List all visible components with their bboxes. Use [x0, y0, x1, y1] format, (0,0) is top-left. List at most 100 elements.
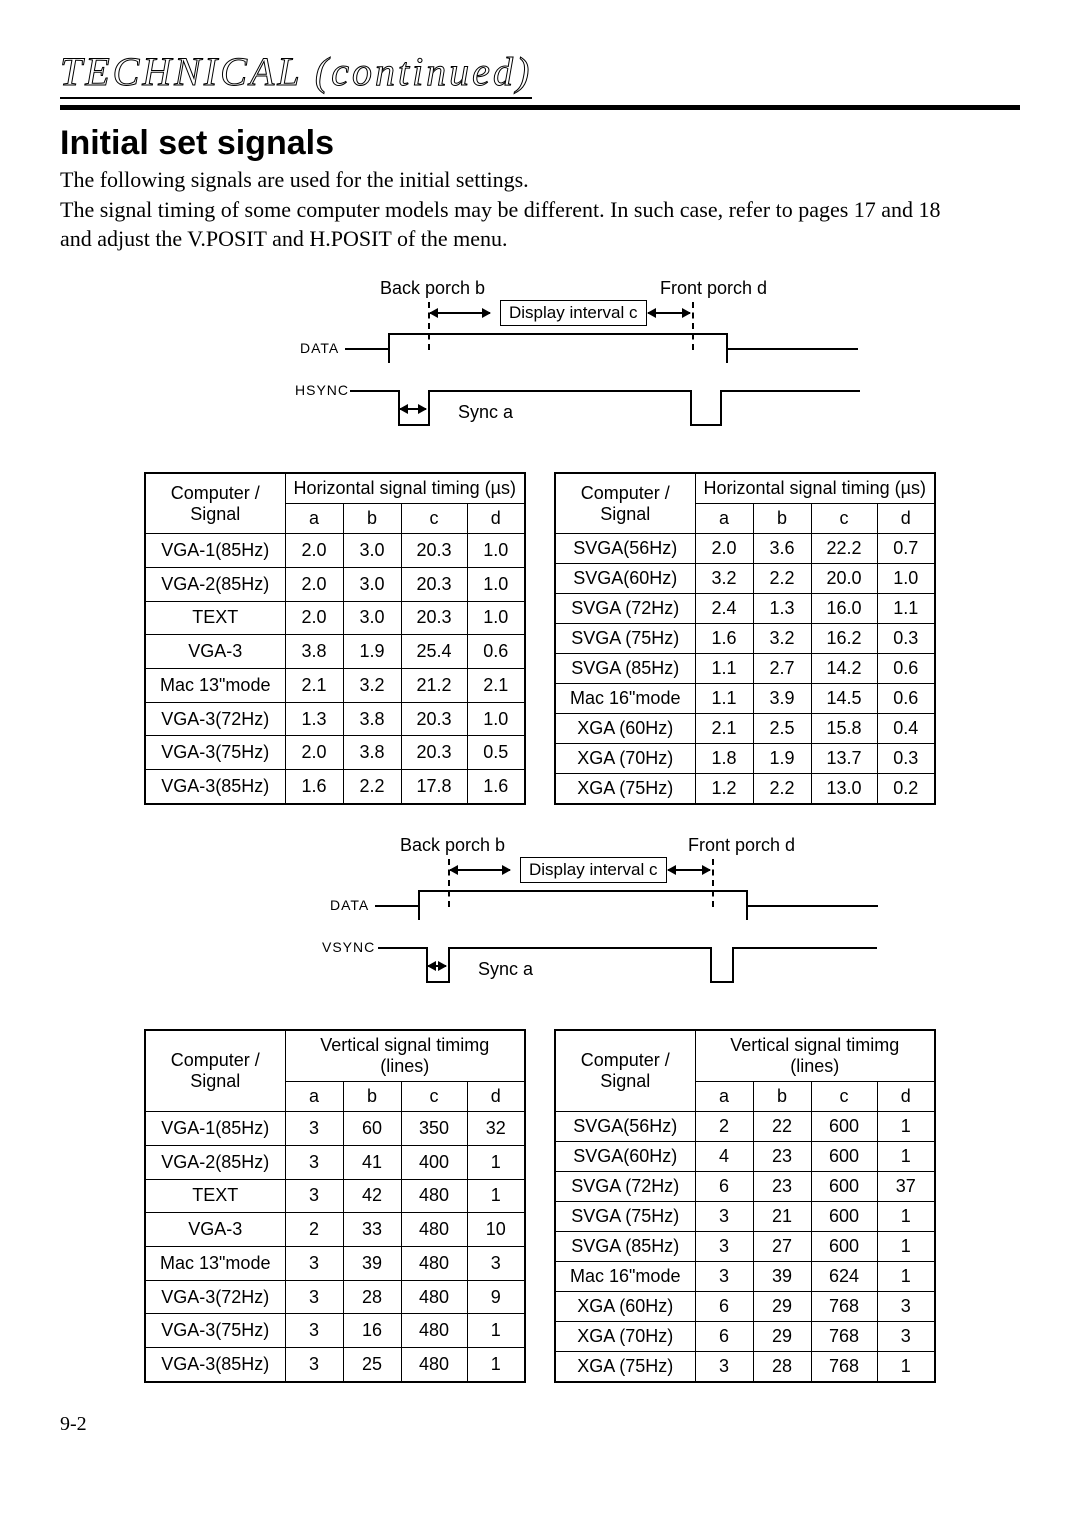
value-cell: 1.9 [753, 744, 811, 774]
signal-name-cell: XGA (75Hz) [555, 774, 695, 805]
vertical-tables: Computer / Signal Vertical signal timimg… [60, 1029, 1020, 1383]
value-cell: 624 [811, 1262, 877, 1292]
value-cell: 37 [877, 1172, 935, 1202]
page-number: 9-2 [60, 1413, 1020, 1436]
value-cell: 3.0 [343, 534, 401, 568]
value-cell: 3 [695, 1232, 753, 1262]
signal-name-cell: Mac 13"mode [145, 1247, 285, 1281]
value-cell: 1 [877, 1112, 935, 1142]
h-timing-right-table: Computer / Signal Horizontal signal timi… [554, 472, 936, 805]
value-cell: 25 [343, 1348, 401, 1382]
value-cell: 600 [811, 1112, 877, 1142]
h-timing-header: Horizontal signal timing (µs) [285, 473, 525, 504]
signal-name-cell: VGA-3 [145, 1213, 285, 1247]
signal-name-cell: VGA-3(75Hz) [145, 1314, 285, 1348]
intro-line: and adjust the V.POSIT and H.POSIT of th… [60, 226, 508, 251]
value-cell: 1 [467, 1179, 525, 1213]
table-row: TEXT3424801 [145, 1179, 525, 1213]
value-cell: 480 [401, 1247, 467, 1281]
table-row: VGA-2(85Hz)3414001 [145, 1145, 525, 1179]
value-cell: 13.7 [811, 744, 877, 774]
table-row: VGA-3(75Hz)2.03.820.30.5 [145, 736, 525, 770]
col-b: b [753, 504, 811, 534]
value-cell: 0.7 [877, 534, 935, 564]
signal-name-cell: SVGA(56Hz) [555, 534, 695, 564]
table-row: VGA-3(75Hz)3164801 [145, 1314, 525, 1348]
signal-name-cell: Mac 16"mode [555, 1262, 695, 1292]
value-cell: 600 [811, 1142, 877, 1172]
value-cell: 2.2 [753, 774, 811, 805]
sync-a-label: Sync a [478, 959, 533, 980]
value-cell: 768 [811, 1292, 877, 1322]
value-cell: 28 [343, 1280, 401, 1314]
value-cell: 0.6 [467, 635, 525, 669]
front-porch-label: Front porch d [660, 278, 767, 299]
value-cell: 3.8 [343, 702, 401, 736]
value-cell: 3.6 [753, 534, 811, 564]
value-cell: 3.8 [285, 635, 343, 669]
signal-name-cell: SVGA (72Hz) [555, 594, 695, 624]
value-cell: 23 [753, 1142, 811, 1172]
value-cell: 2.1 [467, 669, 525, 703]
signal-name-cell: VGA-2(85Hz) [145, 567, 285, 601]
value-cell: 1 [467, 1145, 525, 1179]
col-a: a [285, 504, 343, 534]
value-cell: 1.0 [467, 534, 525, 568]
signal-name-cell: VGA-2(85Hz) [145, 1145, 285, 1179]
value-cell: 13.0 [811, 774, 877, 805]
signal-name-cell: TEXT [145, 601, 285, 635]
table-row: XGA (60Hz)6297683 [555, 1292, 935, 1322]
value-cell: 3 [285, 1348, 343, 1382]
col-d: d [467, 1082, 525, 1112]
vsync-label: VSYNC [322, 939, 375, 955]
col-c: c [401, 504, 467, 534]
value-cell: 1 [877, 1142, 935, 1172]
value-cell: 6 [695, 1322, 753, 1352]
value-cell: 42 [343, 1179, 401, 1213]
back-porch-label: Back porch b [400, 835, 505, 856]
value-cell: 27 [753, 1232, 811, 1262]
value-cell: 22.2 [811, 534, 877, 564]
value-cell: 0.3 [877, 744, 935, 774]
value-cell: 0.6 [877, 684, 935, 714]
value-cell: 2.1 [285, 669, 343, 703]
table-row: Mac 16"mode3396241 [555, 1262, 935, 1292]
value-cell: 41 [343, 1145, 401, 1179]
back-porch-label: Back porch b [380, 278, 485, 299]
value-cell: 480 [401, 1280, 467, 1314]
value-cell: 1 [877, 1232, 935, 1262]
signal-name-cell: XGA (70Hz) [555, 744, 695, 774]
table-row: XGA (75Hz)1.22.213.00.2 [555, 774, 935, 805]
value-cell: 3 [467, 1247, 525, 1281]
value-cell: 29 [753, 1322, 811, 1352]
value-cell: 1.8 [695, 744, 753, 774]
value-cell: 2.7 [753, 654, 811, 684]
value-cell: 768 [811, 1322, 877, 1352]
hsync-timing-diagram: Back porch b Front porch d Display inter… [200, 278, 880, 458]
value-cell: 400 [401, 1145, 467, 1179]
table-row: SVGA (72Hz)2.41.316.01.1 [555, 594, 935, 624]
value-cell: 60 [343, 1112, 401, 1146]
value-cell: 3 [695, 1202, 753, 1232]
value-cell: 3 [695, 1352, 753, 1383]
value-cell: 3.8 [343, 736, 401, 770]
value-cell: 21.2 [401, 669, 467, 703]
v-timing-header: Vertical signal timimg (lines) [285, 1030, 525, 1082]
col-a: a [695, 504, 753, 534]
value-cell: 6 [695, 1292, 753, 1322]
signal-name-cell: Mac 13"mode [145, 669, 285, 703]
display-interval-label: Display interval c [520, 857, 667, 883]
value-cell: 480 [401, 1213, 467, 1247]
value-cell: 3.0 [343, 601, 401, 635]
signal-name-cell: SVGA(60Hz) [555, 1142, 695, 1172]
signal-name-cell: VGA-3(75Hz) [145, 736, 285, 770]
table-row: VGA-3(72Hz)3284809 [145, 1280, 525, 1314]
heading-rule [60, 105, 1020, 110]
value-cell: 2.0 [695, 534, 753, 564]
value-cell: 20.0 [811, 564, 877, 594]
signal-name-cell: VGA-3 [145, 635, 285, 669]
intro-line: The following signals are used for the i… [60, 167, 529, 192]
h-timing-header: Horizontal signal timing (µs) [695, 473, 935, 504]
value-cell: 3.9 [753, 684, 811, 714]
value-cell: 14.5 [811, 684, 877, 714]
